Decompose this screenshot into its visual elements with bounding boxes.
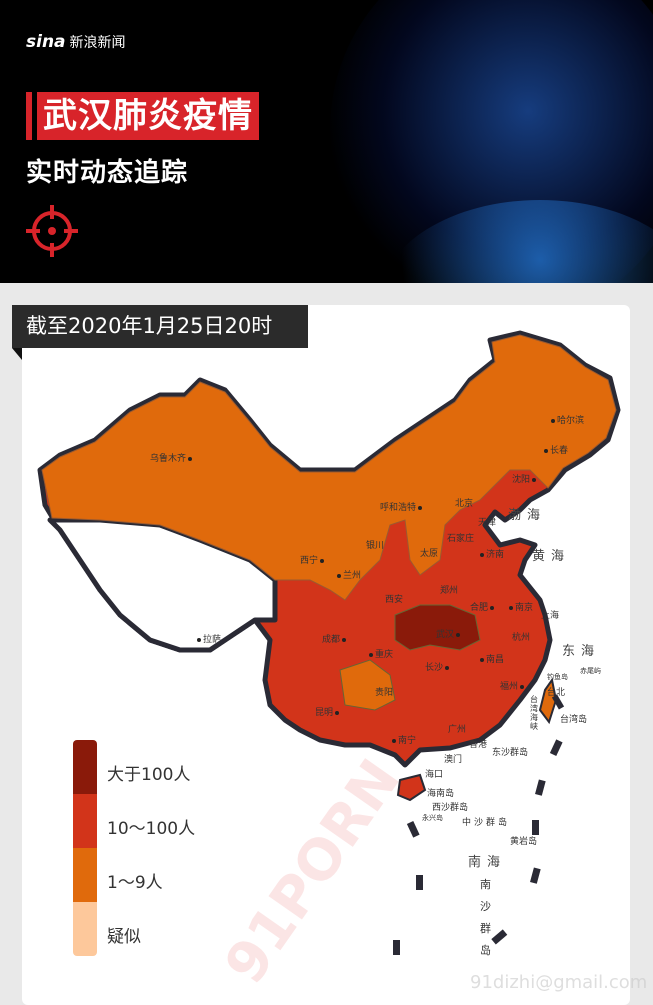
sea-label: 台湾海峡 [530,695,538,731]
title-accent [26,92,32,140]
city-label: 西宁 [300,553,326,566]
city-label: 石家庄 [447,534,475,544]
city-label: 长沙 [425,660,451,673]
city-label: 黄岩岛 [510,837,538,847]
legend-swatch [73,794,97,848]
city-label: 赤尾屿 [580,667,601,675]
page-title: 武汉肺炎疫情 [37,92,259,140]
city-label: 天津 [478,518,497,528]
legend-swatch [73,848,97,902]
header-banner: sina 新浪新闻 武汉肺炎疫情 实时动态追踪 [0,0,653,283]
legend-label: 1～9人 [107,873,163,893]
sea-label: 南海 [468,855,507,870]
page-subtitle: 实时动态追踪 [26,158,189,188]
sea-label: 东海 [562,644,601,659]
city-label: 澳门 [444,755,463,765]
tag-fold [12,348,22,360]
sea-label: 南沙群岛 [480,878,491,957]
legend-label: 10～100人 [107,819,196,839]
city-label: 长春 [542,443,568,456]
sea-label: 渤海 [508,508,547,523]
city-label: 台湾岛 [560,715,588,725]
city-label: 太原 [420,549,439,559]
watermark: 91dizhi@gmail.com [470,972,648,993]
city-label: 东沙群岛 [492,748,529,758]
city-label: 银川 [366,541,385,551]
city-label: 贵阳 [375,688,394,698]
city-label: 济南 [478,547,504,560]
city-label: 福州 [500,679,526,692]
date-label: 截至2020年1月25日20时 [12,305,308,348]
city-label: 香港 [469,740,488,750]
city-label: 海口 [425,770,444,780]
city-label: 呼和浩特 [380,500,424,513]
city-label: 西安 [385,595,404,605]
city-label: 乌鲁木齐 [150,451,194,464]
nine-dash-line [393,694,565,955]
city-label: 沈阳 [512,472,538,485]
city-label: 兰州 [335,568,361,581]
region-orange-north [41,334,617,601]
city-label: 郑州 [440,586,459,596]
city-label: 成都 [322,632,348,645]
city-label: 南昌 [478,652,504,665]
legend-swatch [73,902,97,956]
city-label: 重庆 [367,647,393,660]
city-label: 武汉 [436,627,462,640]
sina-logo: sina 新浪新闻 [26,32,126,52]
city-label: 钓鱼岛 [547,673,568,681]
city-label: 南宁 [390,733,416,746]
city-label: 哈尔滨 [549,413,584,426]
city-label: 台北 [547,688,566,698]
city-label: 南京 [507,600,533,613]
region-hainan [396,773,427,802]
city-label: 杭州 [512,633,531,643]
city-label: 北京 [455,499,474,509]
city-label: 永兴岛 [422,814,443,822]
city-label: 拉萨 [195,632,221,645]
crosshair-icon [26,205,78,257]
sea-label: 黄海 [532,549,571,564]
city-label: 中沙群岛 [462,818,511,828]
legend-label: 疑似 [107,927,141,947]
legend-swatch [73,740,97,794]
city-label: 上海 [541,611,560,621]
legend-label: 大于100人 [107,765,191,785]
city-label: 广州 [448,725,467,735]
city-label: 合肥 [470,600,496,613]
region-guizhou [339,659,396,711]
city-label: 西沙群岛 [432,803,469,813]
region-hubei [394,604,481,651]
region-taiwan [538,677,558,725]
city-label: 海南岛 [427,789,455,799]
city-label: 昆明 [315,705,341,718]
